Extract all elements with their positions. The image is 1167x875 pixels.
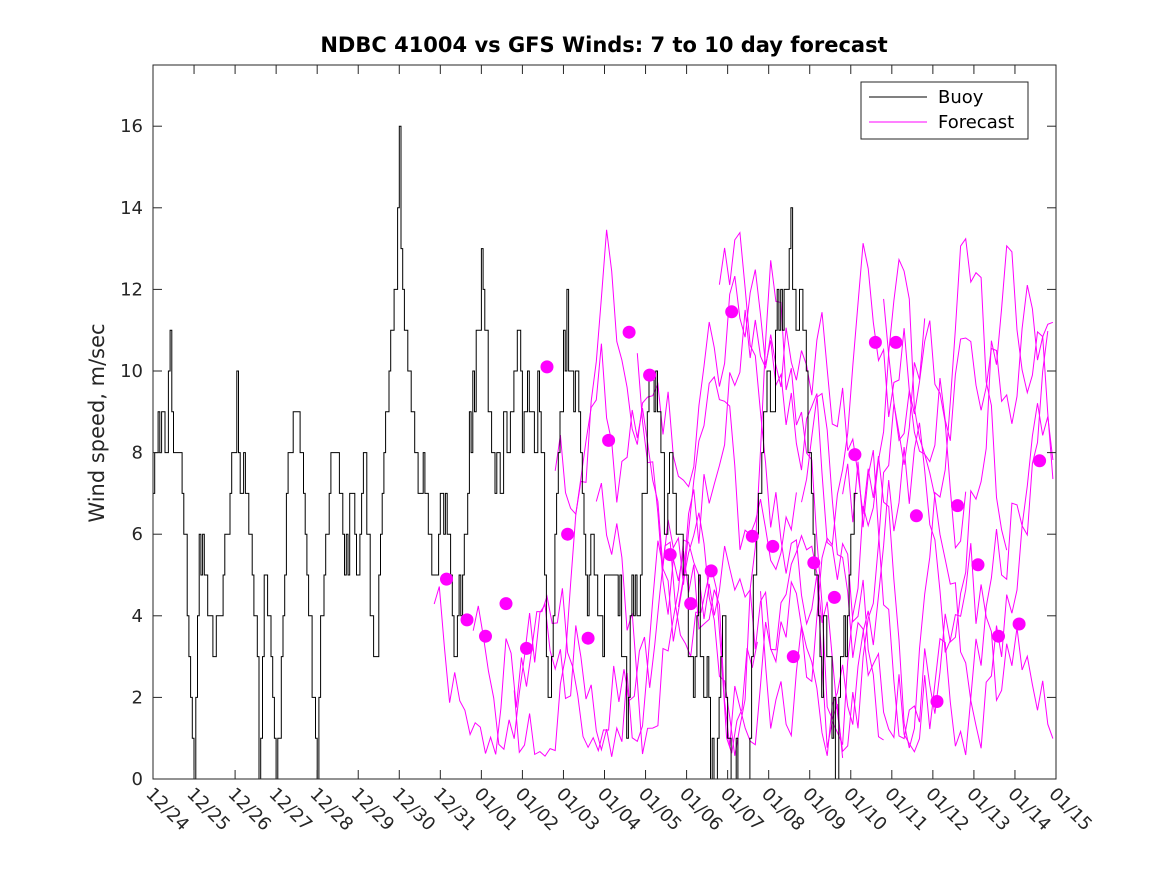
y-tick-label: 2: [132, 687, 143, 708]
y-tick-label: 6: [132, 524, 143, 545]
forecast-dot: [602, 433, 616, 447]
forecast-dot: [930, 695, 944, 708]
forecast-series-line: [554, 229, 884, 741]
legend-buoy-label: Buoy: [938, 87, 984, 108]
forecast-dot: [1012, 617, 1026, 631]
forecast-dot: [643, 368, 657, 382]
forecast-series-line: [801, 392, 1054, 756]
y-tick-label: 8: [132, 443, 143, 464]
forecast-dot: [951, 499, 964, 513]
forecast-dot: [889, 335, 903, 349]
legend-box: [860, 81, 1029, 140]
y-tick-label: 10: [120, 361, 143, 382]
forecast-series-line: [760, 422, 1054, 756]
forecast-dot: [766, 539, 780, 553]
forecast-dot: [971, 558, 985, 572]
forecast-series-line: [472, 375, 797, 757]
forecast-series-line: [595, 318, 926, 755]
forecast-dot: [868, 335, 882, 349]
forecast-dot: [725, 305, 739, 319]
forecast-dot: [622, 325, 636, 339]
forecast-series-line: [677, 237, 1008, 749]
forecast-dot: [745, 529, 759, 543]
forecast-dot: [663, 548, 677, 562]
buoy-line-group: [153, 125, 858, 779]
forecast-dot: [786, 650, 800, 664]
forecast-dot: [460, 613, 474, 627]
y-tick-label: 14: [120, 198, 143, 219]
forecast-lines: [433, 229, 1054, 758]
forecast-dot: [1033, 454, 1047, 468]
y-ticks: 0 2 4 6 8 10 12 14 16: [120, 116, 1056, 790]
y-tick-label: 0: [132, 769, 143, 790]
legend: Buoy Forecast: [860, 81, 1029, 140]
forecast-dot: [807, 556, 821, 570]
forecast-dot: [827, 590, 841, 604]
forecast-dot: [992, 629, 1005, 643]
forecast-series-line: [433, 541, 758, 755]
forecast-dot: [704, 564, 718, 578]
forecast-series-line: [513, 260, 844, 758]
forecast-dot: [909, 509, 923, 523]
y-axis-label: Wind speed, m/sec: [85, 323, 109, 522]
y-tick-label: 12: [120, 279, 143, 300]
forecast-dot: [499, 597, 513, 611]
buoy-series-line: [153, 125, 858, 779]
forecast-dot: [540, 360, 554, 374]
forecast-series-line: [883, 284, 1054, 463]
forecast-dot: [561, 527, 575, 541]
forecast-dot: [440, 572, 453, 586]
forecast-dot: [479, 629, 492, 643]
forecast-series-line: [842, 244, 1054, 740]
forecast-dot: [520, 641, 533, 655]
forecast-dot: [684, 597, 698, 611]
legend-forecast-label: Forecast: [938, 112, 1014, 133]
forecast-dot: [848, 448, 862, 462]
forecast-dot: [581, 631, 595, 645]
y-tick-label: 16: [120, 116, 143, 137]
chart-title: NDBC 41004 vs GFS Winds: 7 to 10 day for…: [320, 33, 887, 57]
forecast-dots: [440, 305, 1047, 708]
y-tick-label: 4: [132, 606, 143, 627]
